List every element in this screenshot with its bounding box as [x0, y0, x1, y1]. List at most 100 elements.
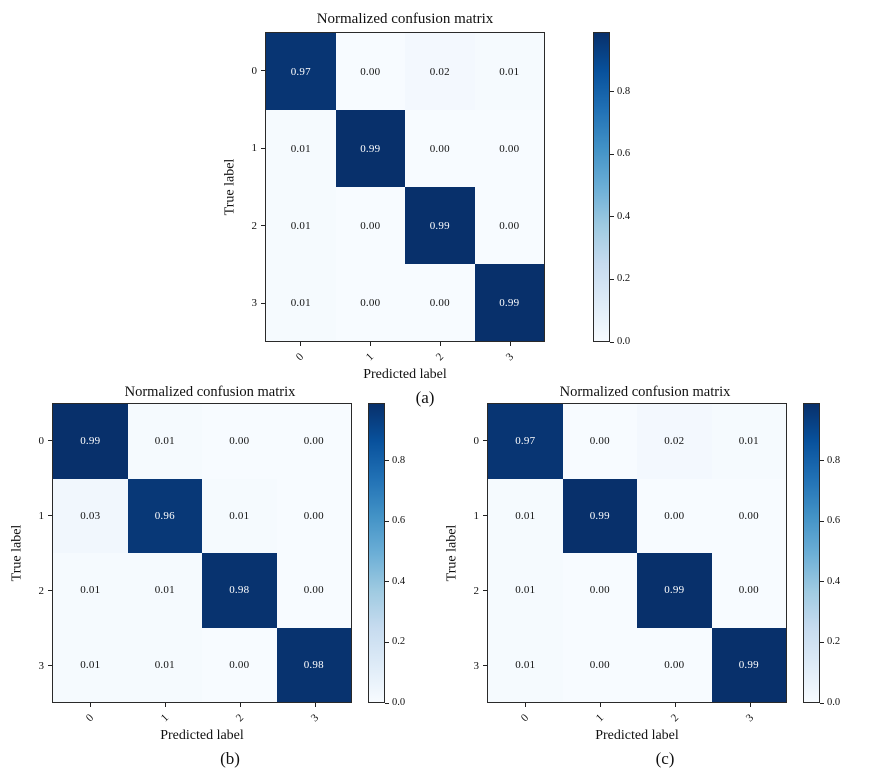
matrix-cell: 0.03 [53, 478, 128, 553]
colorbar-tick-label: 0.8 [385, 455, 405, 467]
matrix-cell: 0.00 [562, 553, 637, 628]
y-tick-label: 3 [26, 628, 52, 703]
matrix-cell: 0.00 [405, 110, 475, 187]
matrix-cell: 0.00 [335, 187, 405, 264]
plot-title: Normalized confusion matrix [316, 11, 494, 27]
y-tick-label: 0 [461, 403, 487, 478]
y-axis-label-container: True label [221, 32, 239, 342]
matrix-cell: 0.96 [127, 478, 202, 553]
confusion-matrix-panel-b: Normalized confusion matrix True label 0… [8, 381, 428, 770]
matrix-cell: 0.02 [637, 404, 712, 479]
colorbar-tick-label: 0.6 [385, 515, 405, 527]
matrix-cell: 0.01 [202, 478, 277, 553]
heatmap-grid: 0.97 0.00 0.02 0.01 0.01 0.99 0.00 0.00 0.01 0.00… [487, 403, 787, 703]
matrix-cell: 0.00 [474, 110, 544, 187]
x-axis-label: Predicted label [595, 728, 679, 743]
matrix-cell: 0.00 [562, 404, 637, 479]
matrix-cell: 0.01 [53, 627, 128, 702]
x-tick-label: 0 [265, 342, 335, 366]
matrix-cell: 0.00 [335, 264, 405, 341]
colorbar-tick-label: 0.0 [820, 697, 840, 709]
matrix-cell: 0.00 [637, 478, 712, 553]
colorbar: 0.0 0.2 0.4 0.6 0.8 [593, 32, 653, 347]
y-axis-label: True label [222, 158, 237, 216]
y-tick-label: 0 [26, 403, 52, 478]
matrix-cell: 0.97 [488, 404, 563, 479]
x-tick-label: 3 [475, 342, 545, 366]
colorbar: 0.0 0.2 0.4 0.6 0.8 [368, 403, 428, 708]
y-tick-label: 1 [239, 110, 265, 188]
x-axis-label: Predicted label [160, 728, 244, 743]
matrix-cell: 0.97 [266, 33, 336, 110]
matrix-cell: 0.01 [266, 110, 336, 187]
colorbar-tick-label: 0.4 [610, 211, 630, 223]
matrix-cell: 0.99 [637, 553, 712, 628]
matrix-cell: 0.01 [266, 264, 336, 341]
y-axis-label: True label [444, 524, 459, 582]
matrix-cell: 0.01 [53, 553, 128, 628]
colorbar-tick-label: 0.0 [385, 697, 405, 709]
matrix-cell: 0.02 [405, 33, 475, 110]
matrix-cell: 0.99 [405, 187, 475, 264]
colorbar-tick-label: 0.8 [820, 455, 840, 467]
matrix-cell: 0.00 [405, 264, 475, 341]
y-tick-label: 2 [239, 187, 265, 265]
y-tick-label: 2 [26, 553, 52, 628]
matrix-wrap: 0.99 0.01 0.00 0.00 0.03 0.96 0.01 0.00 0.01 0.01… [52, 403, 352, 745]
colorbar-tick-label: 0.6 [610, 148, 630, 160]
matrix-cell: 0.00 [711, 553, 786, 628]
heatmap-grid: 0.97 0.00 0.02 0.01 0.01 0.99 0.00 0.00 0.01 0.00… [265, 32, 545, 342]
colorbar: 0.0 0.2 0.4 0.6 0.8 [803, 403, 863, 708]
y-tick-label: 2 [461, 553, 487, 628]
matrix-cell: 0.99 [53, 404, 128, 479]
colorbar-ticks: 0.0 0.2 0.4 0.6 0.8 [385, 403, 428, 708]
matrix-cell: 0.99 [335, 110, 405, 187]
matrix-cell: 0.01 [266, 187, 336, 264]
matrix-cell: 0.00 [335, 33, 405, 110]
y-axis-label: True label [9, 524, 24, 582]
matrix-cell: 0.99 [474, 264, 544, 341]
x-axis-label: Predicted label [363, 367, 447, 382]
x-tick-label: 2 [202, 703, 277, 727]
matrix-cell: 0.98 [276, 627, 351, 702]
x-tick-label: 2 [637, 703, 712, 727]
matrix-cell: 0.00 [711, 478, 786, 553]
matrix-cell: 0.01 [488, 553, 563, 628]
colorbar-tick-label: 0.0 [610, 336, 630, 348]
colorbar-tick-label: 0.6 [820, 515, 840, 527]
matrix-cell: 0.01 [711, 404, 786, 479]
confusion-matrix-panel-a: Normalized confusion matrix True label 0… [221, 6, 653, 409]
x-tick-label: 1 [335, 342, 405, 366]
matrix-cell: 0.00 [637, 627, 712, 702]
y-axis-label-container: True label [8, 403, 26, 703]
y-tick-label: 0 [239, 32, 265, 110]
colorbar-tick-label: 0.2 [820, 636, 840, 648]
matrix-cell: 0.00 [276, 553, 351, 628]
x-tick-label: 0 [52, 703, 127, 727]
colorbar-ticks: 0.0 0.2 0.4 0.6 0.8 [820, 403, 863, 708]
x-tick-label: 3 [277, 703, 352, 727]
y-tick-label: 3 [461, 628, 487, 703]
matrix-cell: 0.00 [562, 627, 637, 702]
plot-title: Normalized confusion matrix [124, 384, 296, 400]
subfigure-label-b: (b) [220, 749, 240, 768]
x-tick-label: 0 [487, 703, 562, 727]
heatmap-grid: 0.99 0.01 0.00 0.00 0.03 0.96 0.01 0.00 0.01 0.01… [52, 403, 352, 703]
y-tick-label: 1 [26, 478, 52, 553]
matrix-cell: 0.99 [562, 478, 637, 553]
matrix-cell: 0.98 [202, 553, 277, 628]
subfigure-label-a: (a) [415, 388, 435, 407]
matrix-cell: 0.01 [488, 627, 563, 702]
matrix-wrap: 0.97 0.00 0.02 0.01 0.01 0.99 0.00 0.00 0.01 0.00… [487, 403, 787, 745]
x-tick-label: 1 [562, 703, 637, 727]
matrix-wrap: 0.97 0.00 0.02 0.01 0.01 0.99 0.00 0.00 0.01 0.00… [265, 32, 545, 384]
matrix-cell: 0.00 [202, 627, 277, 702]
colorbar-tick-label: 0.8 [610, 86, 630, 98]
